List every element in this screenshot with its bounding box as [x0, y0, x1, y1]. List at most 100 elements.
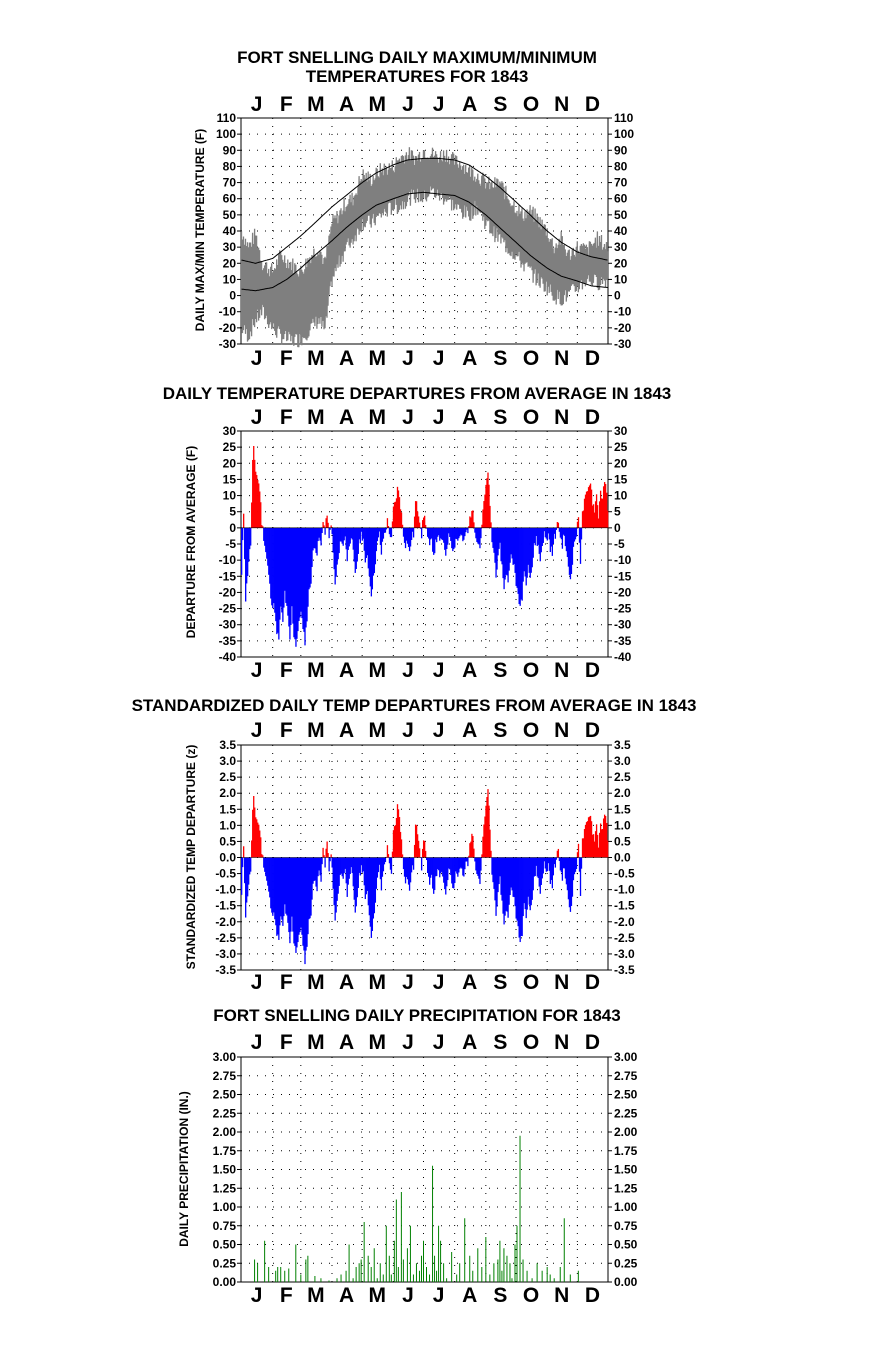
- departure-bar: [424, 841, 426, 858]
- departure-bar: [429, 527, 431, 546]
- month-label-bottom: S: [493, 347, 507, 370]
- departure-bar: [396, 486, 399, 528]
- departure-bar: [414, 824, 417, 858]
- departure-bar: [394, 501, 397, 528]
- departure-bar: [279, 857, 281, 926]
- departure-bar: [267, 527, 269, 566]
- departure-bar: [347, 527, 349, 550]
- departure-bar: [329, 527, 331, 530]
- departure-bar: [482, 836, 484, 858]
- departure-bar: [509, 527, 511, 563]
- departure-bar: [335, 857, 337, 913]
- departure-bar: [255, 817, 257, 858]
- departure-bar: [424, 515, 426, 528]
- temperature-departure-panel: DAILY TEMPERATURE DEPARTURES FROM AVERAG…: [163, 384, 672, 682]
- departure-bar: [421, 848, 424, 858]
- departure-bar: [518, 857, 520, 938]
- departure-bar: [405, 857, 408, 877]
- departure-bar: [593, 512, 596, 528]
- departure-bar: [366, 527, 368, 556]
- departure-bar: [455, 857, 457, 872]
- departure-bar: [353, 857, 355, 900]
- departure-bar: [332, 857, 334, 889]
- departure-bar: [409, 857, 412, 883]
- y-tick-label-right: 2.0: [614, 786, 631, 800]
- departure-bar: [495, 527, 497, 578]
- departure-bar: [401, 854, 404, 858]
- departure-bar: [542, 857, 544, 874]
- y-tick-label-left: -3.5: [215, 963, 236, 977]
- y-tick-label-right: 10: [614, 489, 628, 503]
- departure-bar: [258, 824, 260, 858]
- departure-bar: [331, 857, 333, 868]
- departure-bar: [456, 857, 458, 874]
- departure-bar: [525, 857, 527, 919]
- departure-bar: [327, 522, 329, 528]
- departure-bar: [416, 834, 419, 858]
- departure-bar: [395, 498, 398, 528]
- departure-bar: [426, 857, 428, 861]
- departure-bar: [505, 857, 507, 911]
- departure-bar: [364, 857, 366, 900]
- departure-bar: [491, 857, 493, 875]
- y-tick-label-left: 2.5: [219, 770, 236, 784]
- departure-bar: [373, 527, 376, 574]
- month-label-bottom: J: [402, 1284, 414, 1307]
- departure-bar: [439, 527, 441, 541]
- month-label-top: M: [368, 719, 386, 742]
- departure-bar: [537, 857, 539, 879]
- departure-bar: [535, 527, 537, 537]
- departure-bar: [268, 527, 270, 575]
- departure-bar: [250, 857, 252, 872]
- y-tick-label-left: -20: [219, 585, 237, 599]
- departure-bar: [530, 527, 532, 573]
- departure-bar: [599, 823, 602, 858]
- y-tick-label-left: 1.0: [219, 818, 236, 832]
- departure-bar: [401, 524, 404, 528]
- departure-bar: [495, 857, 497, 916]
- departure-bar: [356, 527, 358, 562]
- departure-bar: [483, 501, 485, 528]
- departure-bar: [391, 521, 394, 528]
- departure-bar: [527, 857, 529, 897]
- month-label-top: S: [493, 1031, 507, 1054]
- departure-bar: [266, 857, 268, 881]
- departure-bar: [361, 857, 363, 873]
- month-label-top: O: [523, 719, 539, 742]
- month-label-bottom: S: [493, 1284, 507, 1307]
- departure-bar: [531, 857, 533, 900]
- departure-bar: [315, 527, 317, 553]
- departure-bar: [515, 527, 517, 586]
- departure-bar: [286, 527, 288, 606]
- departure-bar: [404, 857, 407, 884]
- departure-bar: [316, 857, 318, 892]
- y-tick-label-right: -40: [614, 650, 632, 664]
- month-label-top: F: [280, 93, 293, 116]
- departure-bar: [292, 527, 294, 624]
- departure-bar: [271, 527, 273, 606]
- departure-bar: [483, 824, 485, 858]
- departure-bar: [600, 498, 603, 528]
- departure-bar: [322, 847, 324, 858]
- y-tick-label-left: -10: [219, 305, 237, 319]
- departure-bar: [538, 857, 540, 887]
- departure-bar: [376, 857, 379, 878]
- y-tick-label-left: 0: [229, 289, 236, 303]
- departure-bar: [474, 527, 476, 533]
- departure-bar: [273, 527, 275, 604]
- departure-bar: [256, 475, 258, 528]
- departure-bar: [549, 857, 551, 884]
- departure-bar: [323, 525, 325, 528]
- departure-bar: [587, 817, 590, 858]
- departure-bar: [243, 846, 245, 858]
- departure-bar: [271, 857, 273, 913]
- departure-bar: [293, 857, 295, 944]
- departure-bar: [274, 527, 276, 613]
- departure-bar: [490, 522, 492, 528]
- departure-bar: [340, 857, 342, 874]
- departure-bar: [445, 857, 447, 895]
- y-tick-label-left: 2.00: [213, 1125, 237, 1139]
- departure-bar: [503, 527, 505, 590]
- departure-bar: [265, 857, 267, 877]
- departure-bar: [488, 805, 490, 858]
